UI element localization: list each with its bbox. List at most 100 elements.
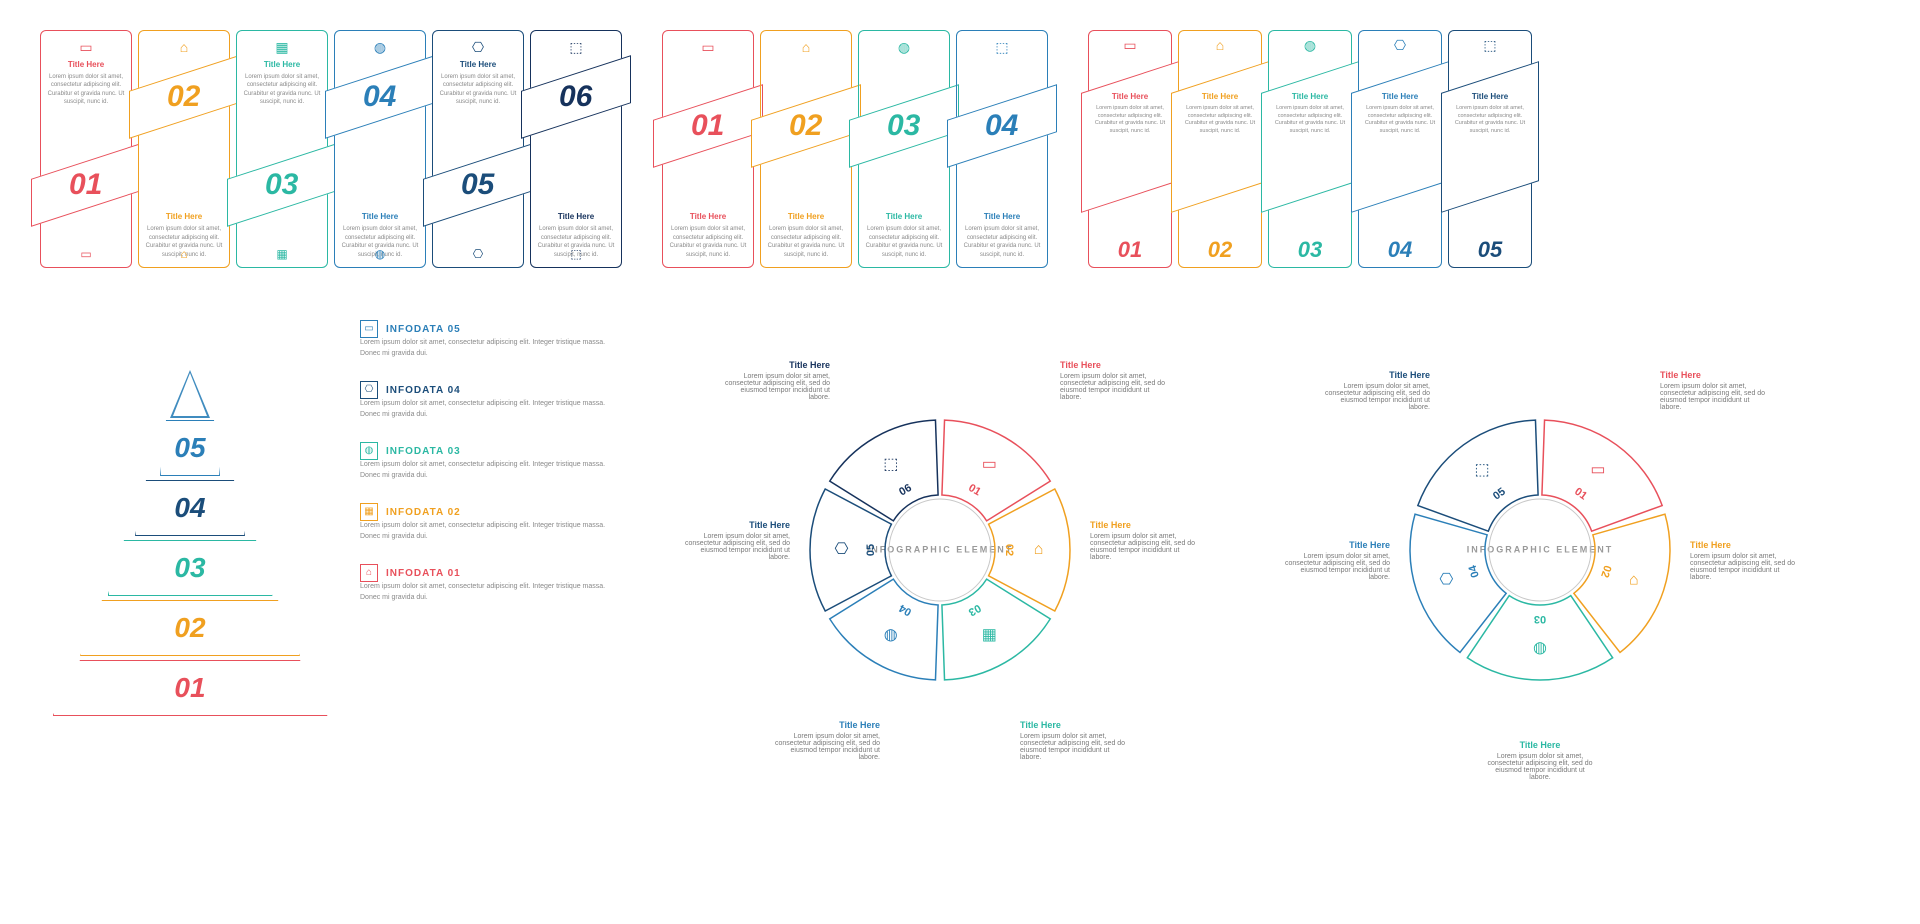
groupA-card-06: ⬚ 06 Title HereLorem ipsum dolor sit ame… [530,30,622,268]
card-number: 05 [1449,237,1531,263]
card-icon-bottom: ◍ [335,247,425,261]
circ6-icon-02: ⌂ [1034,541,1044,558]
circ6-label-03: Title HereLorem ipsum dolor sit amet, co… [1020,720,1130,761]
card-body: Lorem ipsum dolor sit amet, consectetur … [669,225,747,259]
label-body: Lorem ipsum dolor sit amet, consectetur … [720,373,830,401]
card-number: 03 [265,168,298,202]
pyramid-level-04: 04 [40,480,340,536]
card-icon-bottom: ▭ [41,247,131,261]
label-body: Lorem ipsum dolor sit amet, consectetur … [1320,383,1430,411]
group-b: ▭ 01 Title Here Lorem ipsum dolor sit ame… [662,30,1048,300]
card-icon: ⌂ [145,39,223,55]
circ6-icon-04: ◍ [884,627,898,644]
card-body: Lorem ipsum dolor sit amet, consectetur … [1180,105,1260,136]
label-title: Title Here [770,720,880,730]
info-body: Lorem ipsum dolor sit amet, consectetur … [360,521,620,542]
card-number: 01 [1089,237,1171,263]
card-title: Title Here [1180,92,1260,101]
info-heading: INFODATA 02 [386,507,461,518]
circ6-label-01: Title Here Lorem ipsum dolor sit amet, co… [1060,360,1170,401]
circ5-label-02: Title HereLorem ipsum dolor sit amet, co… [1690,540,1800,581]
groupA-card-05: ⎔Title HereLorem ipsum dolor sit amet, c… [432,30,524,268]
card-icon: ▭ [1095,37,1165,54]
circ5-num-05: 05 [1491,486,1508,503]
card-title: Title Here [1090,92,1170,101]
group-a: ▭ Title Here Lorem ipsum dolor sit amet, c… [40,30,622,300]
circ5-label-05: Title HereLorem ipsum dolor sit amet, co… [1320,370,1430,411]
label-title: Title Here [680,520,790,530]
card-number: 04 [363,80,396,114]
pyramid-info-infodata-01: ⌂INFODATA 01Lorem ipsum dolor sit amet, … [360,564,620,603]
label-title: Title Here [1690,540,1800,550]
pyramid-level-02: 02 [40,600,340,656]
card-title: Title Here [865,212,943,221]
label-body: Lorem ipsum dolor sit amet, consectetur … [1090,533,1200,561]
card-icon: ◍ [341,39,419,56]
label-body: Lorem ipsum dolor sit amet, consectetur … [1060,373,1170,401]
info-icon: ▭ [360,320,378,338]
label-title: Title Here [720,360,830,370]
circ6-num-02: 02 [1003,544,1015,556]
card-body: Lorem ipsum dolor sit amet, consectetur … [1090,105,1170,136]
card-number: 02 [789,109,822,143]
groupA-card-02: ⌂ 02 Title HereLorem ipsum dolor sit ame… [138,30,230,268]
circ5-svg: 01▭02⌂03◍04⎔05⬚ [1390,400,1690,700]
label-body: Lorem ipsum dolor sit amet, consectetur … [1485,753,1595,781]
groupC-card-02: ⌂ Title HereLorem ipsum dolor sit amet, … [1178,30,1262,268]
card-title: Title Here [963,212,1041,221]
circ5-num-03: 03 [1534,613,1546,625]
groupB-card-01: ▭ 01 Title Here Lorem ipsum dolor sit ame… [662,30,754,268]
circ6-num-03: 03 [966,602,983,619]
circ6-icon-06: ⬚ [883,456,898,473]
info-icon: ⎔ [360,381,378,399]
label-title: Title Here [1485,740,1595,750]
label-title: Title Here [1060,360,1170,370]
info-body: Lorem ipsum dolor sit amet, consectetur … [360,338,620,359]
pyramid-level-01: 01 [40,660,340,716]
card-number: 01 [691,109,724,143]
pyramid-seg: 02 [80,600,300,656]
card-icon: ⬚ [963,39,1041,56]
card-number: 02 [1179,237,1261,263]
card-title: Title Here [243,60,321,69]
pyramid-info: ▭INFODATA 05Lorem ipsum dolor sit amet, … [340,320,620,800]
info-icon: ▦ [360,503,378,521]
label-body: Lorem ipsum dolor sit amet, consectetur … [770,733,880,761]
card-number: 05 [461,168,494,202]
card-icon: ⬚ [537,39,615,56]
card-body: Lorem ipsum dolor sit amet, consectetur … [47,73,125,107]
card-body: Lorem ipsum dolor sit amet, consectetur … [767,225,845,259]
card-body: Lorem ipsum dolor sit amet, consectetur … [1450,105,1530,136]
info-body: Lorem ipsum dolor sit amet, consectetur … [360,460,620,481]
card-title: Title Here [1360,92,1440,101]
pyramid-seg: 05 [160,420,220,476]
info-heading: INFODATA 04 [386,385,461,396]
card-icon: ◍ [865,39,943,56]
card-icon: ▭ [47,39,125,56]
circle6-panel: INFOGRAPHIC ELEMENT 01▭02⌂03▦04◍05⎔06⬚Ti… [660,320,1220,820]
circ6-icon-03: ▦ [982,627,997,644]
label-body: Lorem ipsum dolor sit amet, consectetur … [680,533,790,561]
info-heading: INFODATA 03 [386,446,461,457]
circ6-num-04: 04 [896,601,913,618]
circ6-slice-02 [989,489,1070,611]
card-number: 01 [69,168,102,202]
group-c: ▭ Title Here Lorem ipsum dolor sit amet, … [1088,30,1532,300]
card-title: Title Here [669,212,747,221]
circ5-slice-03 [1467,596,1612,680]
circ6-label-02: Title HereLorem ipsum dolor sit amet, co… [1090,520,1200,561]
circ5-icon-01: ▭ [1590,462,1605,479]
card-icon: ▭ [669,39,747,56]
groupC-card-03: ◍ Title HereLorem ipsum dolor sit amet, … [1268,30,1352,268]
label-title: Title Here [1020,720,1130,730]
groupC-card-04: ⎔ Title HereLorem ipsum dolor sit amet, … [1358,30,1442,268]
card-icon-bottom: ⌂ [139,247,229,261]
circ5-icon-04: ⎔ [1439,572,1453,589]
pyramid-info-infodata-04: ⎔ INFODATA 04 Lorem ipsum dolor sit amet, … [360,381,620,420]
card-icon: ⎔ [1365,37,1435,54]
card-title: Title Here [1270,92,1350,101]
circ5-label-03: Title Here Lorem ipsum dolor sit amet, co… [1485,740,1595,781]
label-body: Lorem ipsum dolor sit amet, consectetur … [1280,553,1390,581]
info-body: Lorem ipsum dolor sit amet, consectetur … [360,399,620,420]
card-title: Title Here [537,212,615,221]
